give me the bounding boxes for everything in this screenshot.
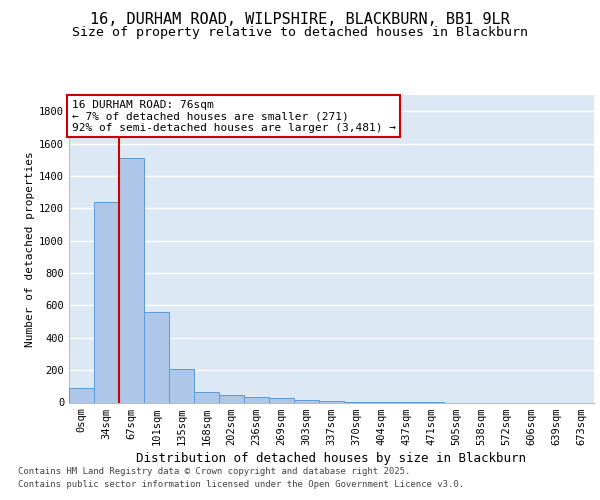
Bar (269, 398, 294, 402)
Text: 16, DURHAM ROAD, WILPSHIRE, BLACKBURN, BB1 9LR: 16, DURHAM ROAD, WILPSHIRE, BLACKBURN, B… (90, 12, 510, 28)
Bar (144, 312, 169, 402)
Bar (169, 368, 194, 402)
Bar (294, 400, 319, 402)
Bar (69, 388, 94, 402)
Bar (219, 395, 244, 402)
Text: 16 DURHAM ROAD: 76sqm
← 7% of detached houses are smaller (271)
92% of semi-deta: 16 DURHAM ROAD: 76sqm ← 7% of detached h… (71, 100, 395, 133)
Text: Contains public sector information licensed under the Open Government Licence v3: Contains public sector information licen… (18, 480, 464, 489)
X-axis label: Distribution of detached houses by size in Blackburn: Distribution of detached houses by size … (137, 452, 527, 465)
Y-axis label: Number of detached properties: Number of detached properties (25, 151, 35, 346)
Bar (244, 397, 269, 402)
Bar (319, 401, 344, 402)
Text: Size of property relative to detached houses in Blackburn: Size of property relative to detached ho… (72, 26, 528, 39)
Bar (194, 392, 219, 402)
Text: Contains HM Land Registry data © Crown copyright and database right 2025.: Contains HM Land Registry data © Crown c… (18, 468, 410, 476)
Bar (119, 158, 144, 402)
Bar (94, 202, 119, 402)
